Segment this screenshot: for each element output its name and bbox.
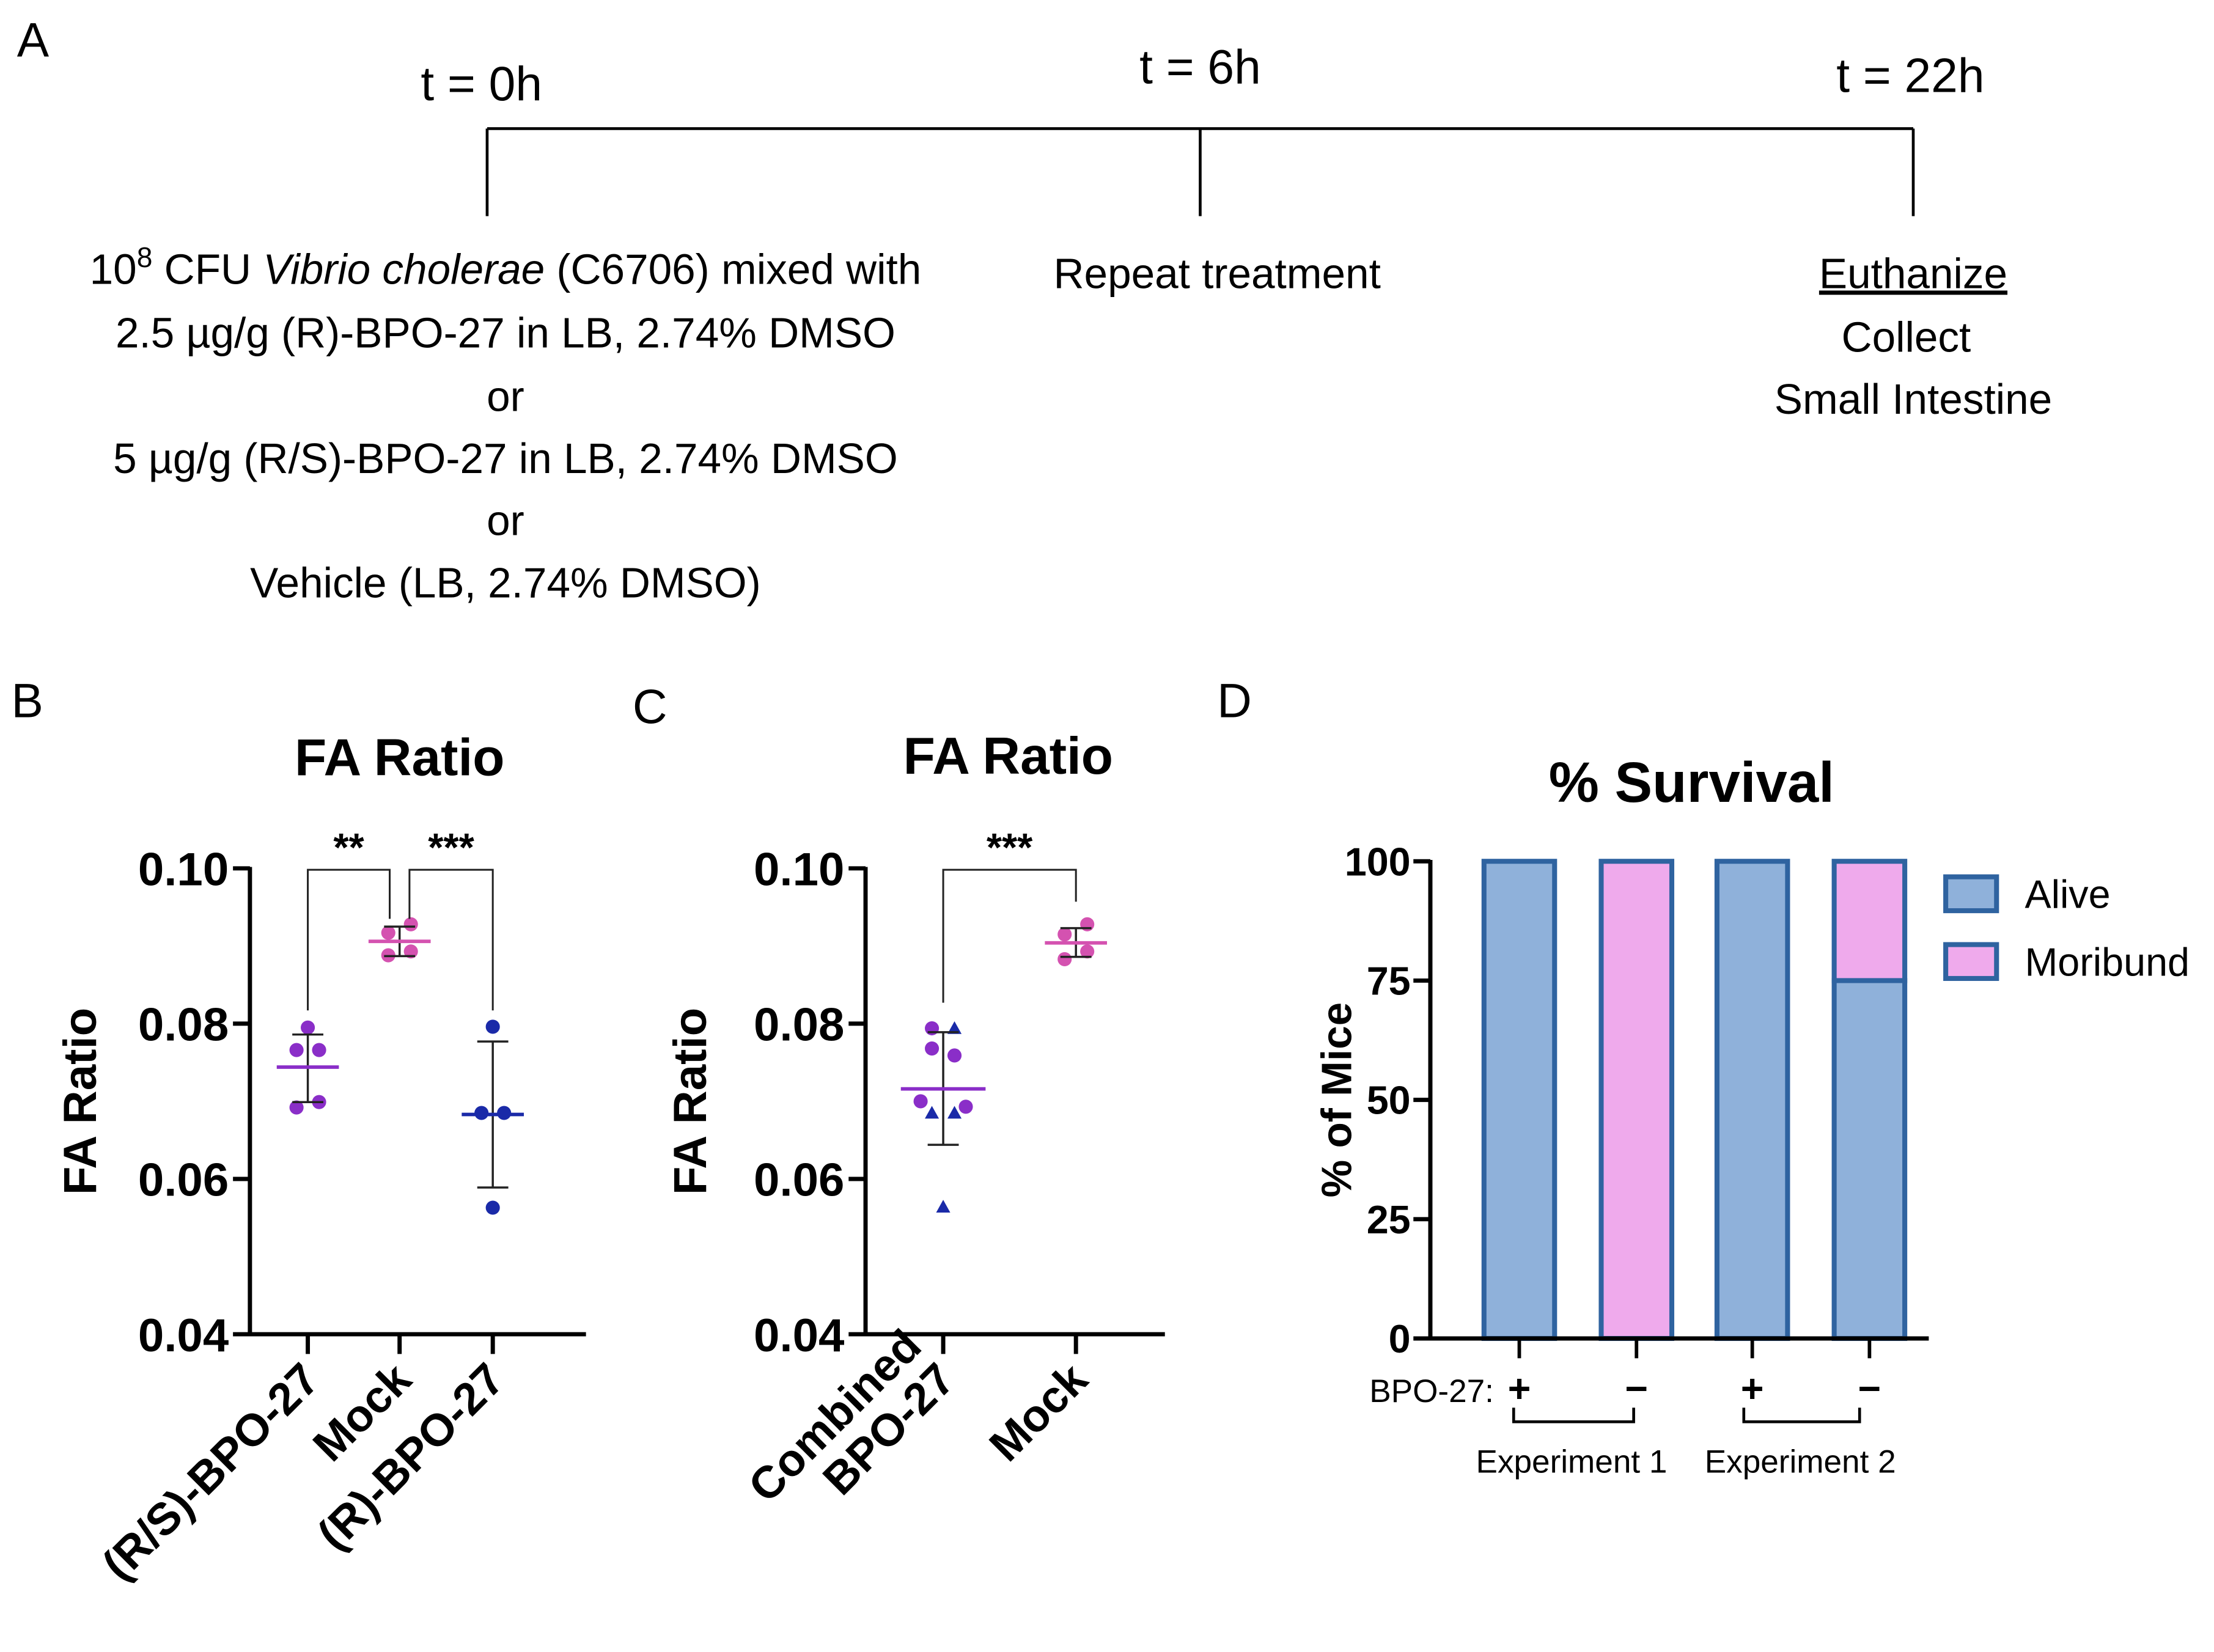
y-tick-label: 0.08 <box>138 999 229 1051</box>
data-point <box>1057 927 1072 942</box>
experiment-label: Experiment 2 <box>1705 1444 1896 1480</box>
legend-label: Moribund <box>2025 939 2190 984</box>
x-tick-label: + <box>1508 1366 1531 1411</box>
treatment-line-6: Vehicle (LB, 2.74% DMSO) <box>250 559 761 606</box>
data-point <box>1057 952 1072 966</box>
text-part: CFU <box>152 245 263 293</box>
data-point-circle <box>913 1094 928 1109</box>
text-part: (C6706) mixed with <box>545 245 921 293</box>
y-tick-label: 25 <box>1367 1197 1411 1242</box>
x-tick-label: + <box>1741 1366 1764 1411</box>
category-prefix: BPO-27: <box>1369 1373 1494 1409</box>
y-tick-label: 100 <box>1345 839 1411 884</box>
y-tick-label: 0.10 <box>754 844 844 896</box>
y-tick-label: 0 <box>1389 1316 1411 1361</box>
y-axis-label: % of Mice <box>1313 1002 1361 1198</box>
timepoint-22h: t = 22h <box>1836 48 1984 102</box>
panel-label-c: C <box>633 680 668 733</box>
data-point <box>312 1043 326 1057</box>
significance-bracket <box>307 868 391 1011</box>
chart-b: FA Ratio FA Ratio 0.04 0.06 0.08 0.10 (R/S)-BP… <box>54 729 586 1590</box>
x-tick-label: Mock <box>979 1353 1097 1471</box>
data-point <box>301 1020 315 1035</box>
y-tick-label: 50 <box>1367 1078 1411 1123</box>
data-point-triangle <box>947 1021 962 1034</box>
repeat-treatment: Repeat treatment <box>1054 249 1381 297</box>
y-tick-label: 0.10 <box>138 844 229 896</box>
experiment-bracket <box>1512 1408 1635 1423</box>
experiment-label: Experiment 1 <box>1476 1444 1668 1480</box>
data-point <box>485 1200 500 1215</box>
data-point <box>1080 944 1095 959</box>
text-part: 10 <box>90 245 137 293</box>
euthanize-label: Euthanize <box>1819 249 2007 297</box>
bar-segment-alive <box>1481 859 1558 1342</box>
data-point-triangle <box>936 1200 951 1213</box>
y-tick-label: 0.04 <box>754 1310 844 1362</box>
data-point-triangle <box>925 1106 940 1119</box>
timepoint-0h: t = 0h <box>421 57 542 111</box>
legend-swatch-moribund <box>1943 942 1999 982</box>
bar-segment-alive <box>1831 978 1908 1342</box>
y-axis-label: FA Ratio <box>664 1008 716 1195</box>
data-point-triangle <box>947 1106 962 1119</box>
panel-label-b: B <box>11 674 43 728</box>
panel-label-d: D <box>1217 674 1252 728</box>
panel-label-a: A <box>17 13 50 67</box>
data-point-circle <box>947 1048 962 1063</box>
y-tick-label: 75 <box>1367 959 1411 1004</box>
x-tick-label: − <box>1625 1366 1648 1411</box>
data-point-circle <box>958 1099 973 1114</box>
significance-stars: *** <box>987 825 1033 870</box>
data-point <box>485 1019 500 1034</box>
legend-swatch-alive <box>1943 874 1999 914</box>
experiment-bracket <box>1742 1408 1861 1423</box>
data-point <box>403 917 418 931</box>
treatment-line-2: 2.5 µg/g (R)-BPO-27 in LB, 2.74% DMSO <box>116 309 896 356</box>
data-point-circle <box>925 1041 940 1056</box>
data-point <box>289 1100 304 1115</box>
data-point <box>381 925 395 940</box>
collect-label: Collect <box>1842 313 1971 361</box>
data-point <box>403 944 418 959</box>
species-name: Vibrio cholerae <box>263 245 545 293</box>
data-point <box>289 1043 304 1057</box>
timepoint-6h: t = 6h <box>1139 40 1261 94</box>
chart-d: % Survival % of Mice + − + − 0 25 50 75 100 BPO-27:… <box>1313 751 2190 1480</box>
y-tick-label: 0.04 <box>138 1310 229 1362</box>
treatment-line-5: or <box>487 497 524 545</box>
significance-bracket <box>942 868 1077 1003</box>
panel-a-timeline: A t = 0h t = 6h t = 22h 108 CFU Vibrio c… <box>17 13 2052 607</box>
significance-stars: ** <box>333 825 364 870</box>
x-tick-label: − <box>1858 1366 1881 1411</box>
x-tick-label: (R/S)-BPO-27 <box>92 1353 329 1590</box>
bar-segment-alive <box>1714 859 1790 1342</box>
chart-title: % Survival <box>1549 751 1834 814</box>
treatment-line-3: or <box>487 372 524 420</box>
superscript: 8 <box>137 241 153 273</box>
y-axis-label: FA Ratio <box>54 1008 106 1195</box>
chart-title: FA Ratio <box>295 729 504 787</box>
chart-title: FA Ratio <box>903 727 1113 785</box>
y-tick-label: 0.08 <box>754 999 844 1051</box>
bar-segment-moribund <box>1831 859 1908 983</box>
treatment-line-1: 108 CFU Vibrio cholerae (C6706) mixed wi… <box>90 241 922 293</box>
small-intestine-label: Small Intestine <box>1775 375 2052 423</box>
treatment-line-4: 5 µg/g (R/S)-BPO-27 in LB, 2.74% DMSO <box>113 435 898 482</box>
significance-stars: *** <box>428 825 474 870</box>
bar-segment-moribund <box>1598 859 1675 1342</box>
legend-label: Alive <box>2025 872 2110 916</box>
y-tick-label: 0.06 <box>754 1155 844 1206</box>
significance-bracket <box>408 868 494 1011</box>
y-tick-label: 0.06 <box>138 1155 229 1206</box>
